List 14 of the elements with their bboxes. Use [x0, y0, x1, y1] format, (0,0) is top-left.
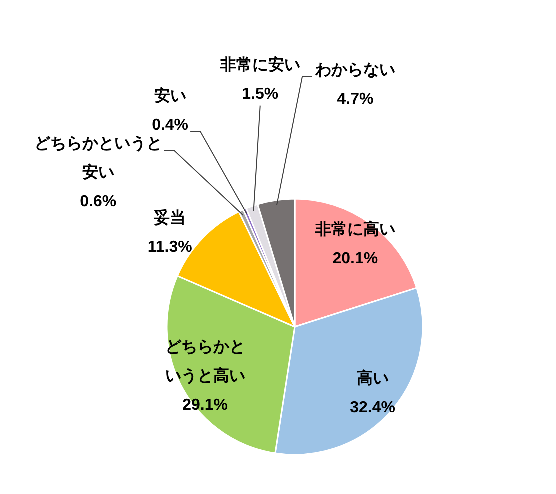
data-label: 11.3%: [148, 239, 192, 256]
slice-label: 妥当: [153, 209, 186, 228]
data-label: 1.5%: [242, 86, 279, 103]
data-label: 4.7%: [337, 90, 374, 108]
slice-label: どちらかというと安い: [34, 136, 162, 182]
slice-label: 安い: [154, 86, 186, 105]
slice-label: わからない: [314, 62, 396, 79]
data-label: 32.4%: [350, 400, 396, 417]
slice-label: 非常に安い: [219, 54, 300, 74]
slice-label: 高い: [356, 368, 389, 388]
slice-label: 非常に高い: [314, 219, 396, 238]
data-label: 0.4%: [152, 116, 189, 134]
data-label: 0.6%: [80, 194, 117, 211]
data-label: 20.1%: [332, 250, 378, 268]
